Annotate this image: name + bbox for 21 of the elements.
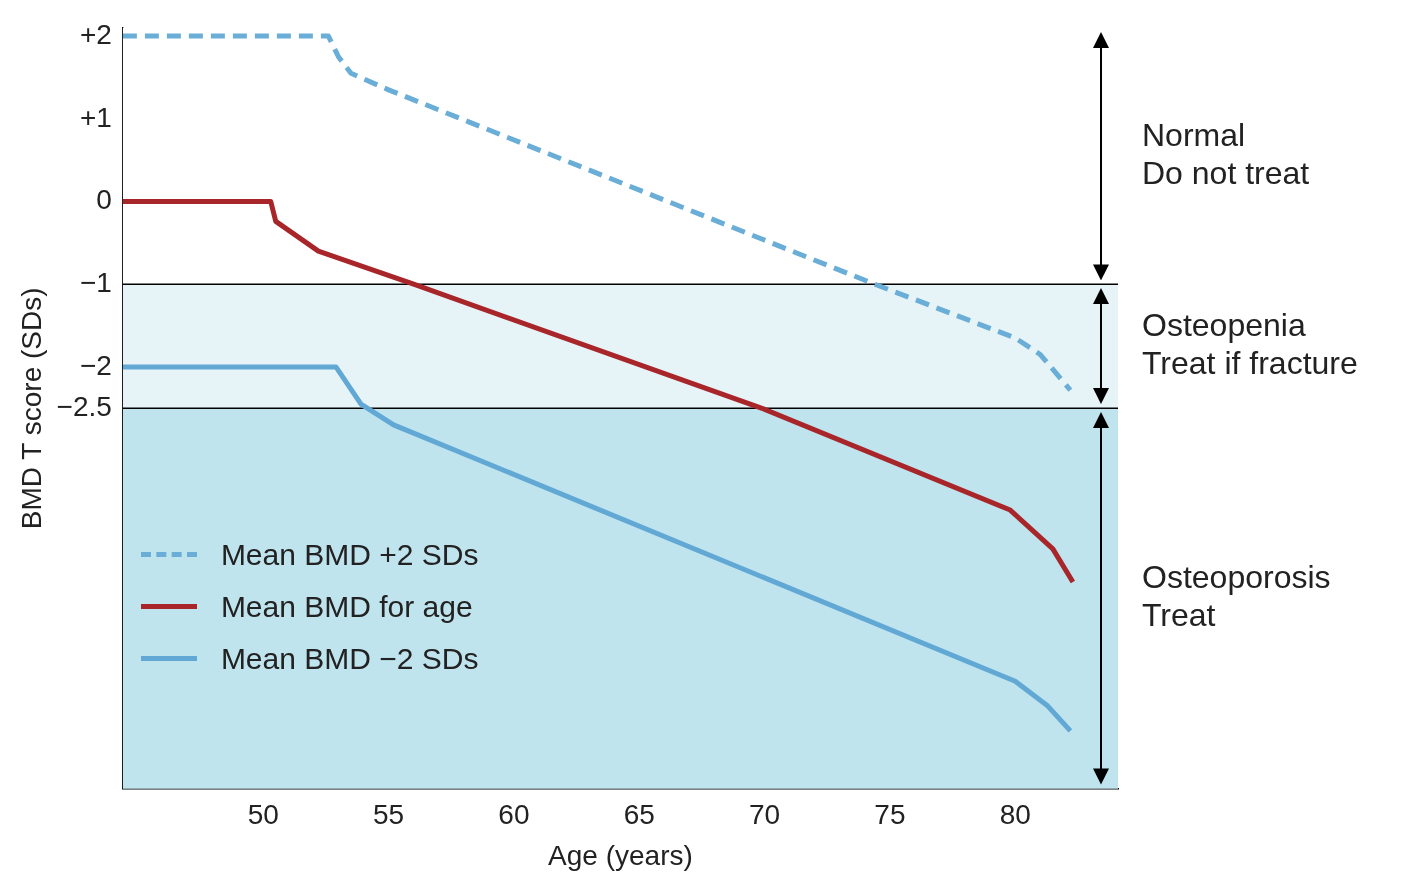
y-tick-label: −2 (79, 349, 112, 381)
legend-label: Mean BMD +2 SDs (220, 537, 479, 572)
x-tick-label: 70 (748, 799, 781, 831)
x-tick-label: 65 (623, 799, 655, 831)
band-label: Osteoporosis Treat (1142, 559, 1331, 634)
band-label: Normal Do not treat (1142, 116, 1310, 191)
x-tick-label: 75 (874, 799, 906, 831)
y-tick-label: +1 (79, 101, 112, 133)
x-tick-label: 80 (999, 799, 1031, 831)
x-tick-label: 55 (373, 799, 405, 831)
legend-label: Mean BMD for age (220, 589, 473, 624)
y-tick-label: +2 (79, 18, 112, 50)
y-tick-label: 0 (96, 184, 112, 216)
band-label: Osteopenia Treat if fracture (1142, 307, 1358, 382)
y-tick-label: −1 (79, 266, 112, 298)
x-axis-title: Age (years) (548, 839, 693, 871)
y-tick-label: −2.5 (56, 391, 112, 423)
x-tick-label: 50 (247, 799, 279, 831)
legend-label: Mean BMD −2 SDs (220, 641, 479, 676)
x-tick-label: 60 (498, 799, 530, 831)
y-axis-title: BMD T score (SDs) (15, 287, 47, 530)
